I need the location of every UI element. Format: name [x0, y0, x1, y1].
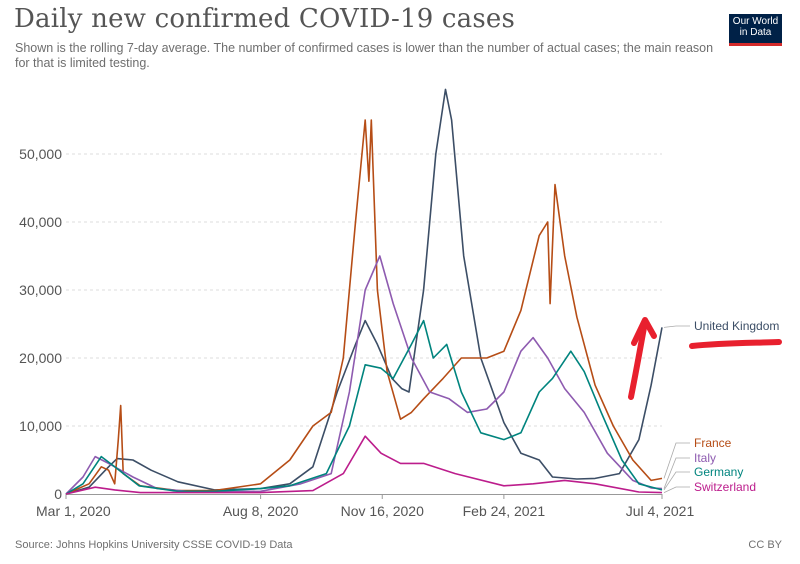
- y-tick-label: 50,000: [19, 146, 62, 162]
- series-line-italy[interactable]: [65, 255, 663, 495]
- x-tick-label: Nov 16, 2020: [341, 503, 424, 519]
- leader-line-united-kingdom: [663, 325, 690, 328]
- series-label-switzerland[interactable]: Switzerland: [694, 480, 756, 494]
- series-label-germany[interactable]: Germany: [694, 465, 743, 479]
- license-link[interactable]: CC BY: [748, 539, 782, 551]
- x-tick-label: Jul 4, 2021: [626, 503, 695, 519]
- chart-title: Daily new confirmed COVID-19 cases: [14, 4, 516, 34]
- series-label-italy[interactable]: Italy: [694, 451, 716, 465]
- x-tick-label: Feb 24, 2021: [463, 503, 546, 519]
- leader-line-switzerland: [663, 486, 690, 494]
- series-line-germany[interactable]: [65, 319, 663, 495]
- series-line-france[interactable]: [65, 119, 663, 495]
- series-line-switzerland[interactable]: [65, 435, 663, 495]
- series-label-united-kingdom[interactable]: United Kingdom: [694, 319, 779, 333]
- x-tick-label: Mar 1, 2020: [36, 503, 111, 519]
- annotation-underline: [689, 339, 782, 349]
- leader-line-italy: [663, 457, 690, 489]
- source-note: Source: Johns Hopkins University CSSE CO…: [15, 539, 293, 551]
- y-tick-label: 10,000: [19, 418, 62, 434]
- chart-subtitle: Shown is the rolling 7-day average. The …: [15, 41, 714, 70]
- logo-line-2: in Data: [739, 27, 772, 38]
- leader-line-germany: [663, 471, 690, 491]
- y-tick-label: 0: [54, 486, 62, 502]
- annotation-arrow-head: [631, 317, 657, 346]
- y-tick-label: 40,000: [19, 214, 62, 230]
- series-line-united-kingdom[interactable]: [65, 88, 663, 495]
- logo-line-1: Our World: [732, 16, 779, 27]
- leader-line-france: [663, 442, 690, 479]
- y-tick-label: 20,000: [19, 350, 62, 366]
- series-label-france[interactable]: France: [694, 436, 732, 450]
- y-tick-label: 30,000: [19, 282, 62, 298]
- owid-logo[interactable]: Our World in Data: [729, 14, 782, 46]
- x-tick-label: Aug 8, 2020: [223, 503, 299, 519]
